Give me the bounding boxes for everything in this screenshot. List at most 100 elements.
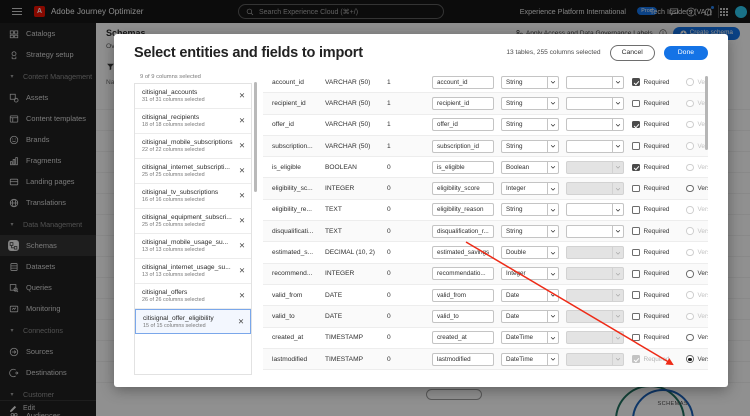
required-checkbox[interactable]: Required <box>632 270 684 278</box>
data-type-select[interactable]: Double <box>501 246 559 260</box>
required-checkbox[interactable]: Required <box>632 184 684 193</box>
data-type-select[interactable]: String <box>501 75 559 89</box>
data-type-select[interactable]: Date <box>501 288 559 302</box>
nav-group-content-management[interactable]: ▾ Content Management <box>0 65 96 87</box>
data-type-select[interactable]: DateTime <box>501 352 559 366</box>
nav-edit-button[interactable]: Edit <box>0 400 96 416</box>
entity-list[interactable]: citisignal_accounts 31 of 31 columns sele… <box>134 83 252 375</box>
versioning-radio[interactable]: Versioning <box>686 270 708 278</box>
data-type-select[interactable]: Boolean <box>501 160 559 174</box>
target-field-input[interactable]: lastmodified <box>432 352 494 366</box>
required-checkbox[interactable]: Required <box>632 120 684 129</box>
entity-list-item[interactable]: citisignal_accounts 31 of 31 columns sele… <box>135 84 251 109</box>
sidebar-item-brands[interactable]: Brands <box>0 129 96 150</box>
sidebar-item-destinations[interactable]: Destinations <box>0 362 96 383</box>
data-type-select[interactable]: DateTime <box>501 331 559 345</box>
close-icon[interactable]: ✕ <box>238 91 246 101</box>
target-field-input[interactable]: estimated_savings <box>432 246 494 260</box>
apps-grid-icon[interactable] <box>720 7 728 16</box>
sidebar-item-landing-pages[interactable]: Landing pages <box>0 171 96 192</box>
bell-icon[interactable] <box>703 5 714 17</box>
sidebar-item-schemas[interactable]: Schemas <box>0 235 96 256</box>
versioning-radio[interactable]: Versioning <box>686 355 708 363</box>
required-checkbox[interactable]: Required <box>632 227 684 235</box>
entity-list-item[interactable]: citisignal_internet_usage_su... 13 of 13 … <box>135 259 251 284</box>
target-field-input[interactable]: eligibility_reason <box>432 203 494 217</box>
entity-list-item[interactable]: citisignal_offers 26 of 26 columns select… <box>135 284 251 309</box>
entity-list-item[interactable]: citisignal_internet_subscripti... 25 of 2… <box>135 159 251 184</box>
versioning-radio[interactable]: Versioning <box>686 333 708 342</box>
feedback-icon[interactable] <box>669 7 679 17</box>
close-icon[interactable]: ✕ <box>238 116 246 126</box>
hamburger-icon[interactable] <box>6 8 28 15</box>
required-checkbox[interactable]: Required <box>632 291 684 299</box>
data-type-select[interactable]: String <box>501 203 559 217</box>
close-icon[interactable]: ✕ <box>238 241 246 251</box>
field-table-scrollbar[interactable] <box>705 76 708 150</box>
help-icon[interactable] <box>686 7 696 17</box>
sidebar-item-monitoring[interactable]: Monitoring <box>0 298 96 319</box>
done-button[interactable]: Done <box>663 45 708 61</box>
target-field-input[interactable]: is_eligible <box>432 160 494 174</box>
nav-group-customer[interactable]: ▾ Customer <box>0 383 96 405</box>
format-select[interactable] <box>566 75 624 89</box>
sidebar-item-sources[interactable]: Sources <box>0 341 96 362</box>
required-checkbox[interactable]: Required <box>632 78 684 86</box>
sidebar-item-translations[interactable]: Translations <box>0 192 96 213</box>
target-field-input[interactable]: subscription_id <box>432 139 494 153</box>
data-type-select[interactable]: String <box>501 224 559 238</box>
entity-list-scrollbar[interactable] <box>254 82 257 192</box>
versioning-radio[interactable]: Versioning <box>686 184 708 193</box>
entity-list-item[interactable]: citisignal_tv_subscriptions 16 of 16 colu… <box>135 184 251 209</box>
sidebar-item-strategy-setup[interactable]: Strategy setup <box>0 44 96 65</box>
target-field-input[interactable]: account_id <box>432 75 494 89</box>
required-checkbox[interactable]: Required <box>632 206 684 214</box>
nav-group-connections[interactable]: ▾ Connections <box>0 319 96 341</box>
filter-icon[interactable] <box>106 62 115 71</box>
close-icon[interactable]: ✕ <box>238 216 246 226</box>
required-checkbox[interactable]: Required <box>632 333 684 342</box>
data-type-select[interactable]: Date <box>501 309 559 323</box>
target-field-input[interactable]: recipient_id <box>432 96 494 110</box>
data-type-select[interactable]: Integer <box>501 267 559 281</box>
close-icon[interactable]: ✕ <box>238 291 246 301</box>
avatar[interactable] <box>735 5 747 18</box>
data-type-select[interactable]: String <box>501 139 559 153</box>
format-select[interactable] <box>566 139 624 153</box>
sidebar-item-assets[interactable]: Assets <box>0 87 96 108</box>
target-field-input[interactable]: valid_to <box>432 309 494 323</box>
entity-list-item[interactable]: citisignal_offer_eligibility 15 of 15 col… <box>135 309 251 334</box>
cancel-button[interactable]: Cancel <box>609 45 655 61</box>
data-type-select[interactable]: Integer <box>501 182 559 196</box>
target-field-input[interactable]: valid_from <box>432 288 494 302</box>
sidebar-item-fragments[interactable]: Fragments <box>0 150 96 171</box>
entity-list-item[interactable]: citisignal_mobile_subscriptions 22 of 22 … <box>135 134 251 159</box>
close-icon[interactable]: ✕ <box>238 191 246 201</box>
data-type-select[interactable]: String <box>501 96 559 110</box>
required-checkbox[interactable]: Required <box>632 142 684 150</box>
data-type-select[interactable]: String <box>501 118 559 132</box>
tenant-name[interactable]: Tech Insiders (VA7) <box>649 7 712 16</box>
format-select[interactable] <box>566 96 624 110</box>
format-select[interactable] <box>566 203 624 217</box>
search-input[interactable]: Search Experience Cloud (⌘+/) <box>238 4 444 19</box>
required-checkbox[interactable]: Required <box>632 248 684 257</box>
target-field-input[interactable]: recommendatio... <box>432 267 494 281</box>
entity-list-item[interactable]: citisignal_recipients 18 of 18 columns se… <box>135 109 251 134</box>
target-field-input[interactable]: offer_id <box>432 118 494 132</box>
close-icon[interactable]: ✕ <box>238 141 246 151</box>
sidebar-item-content-templates[interactable]: Content templates <box>0 108 96 129</box>
sidebar-item-queries[interactable]: Queries <box>0 277 96 298</box>
entity-list-item[interactable]: citisignal_equipment_subscri... 25 of 25 … <box>135 209 251 234</box>
close-icon[interactable]: ✕ <box>237 316 245 326</box>
sidebar-item-catalogs[interactable]: Catalogs <box>0 23 96 44</box>
close-icon[interactable]: ✕ <box>238 266 246 276</box>
target-field-input[interactable]: eligibility_score <box>432 182 494 196</box>
close-icon[interactable]: ✕ <box>238 166 246 176</box>
required-checkbox[interactable]: Required <box>632 163 684 172</box>
sidebar-item-datasets[interactable]: Datasets <box>0 256 96 277</box>
target-field-input[interactable]: disqualification_r... <box>432 224 494 238</box>
format-select[interactable] <box>566 224 624 238</box>
entity-list-item[interactable]: citisignal_mobile_usage_su... 13 of 13 co… <box>135 234 251 259</box>
required-checkbox[interactable]: Required <box>632 312 684 321</box>
